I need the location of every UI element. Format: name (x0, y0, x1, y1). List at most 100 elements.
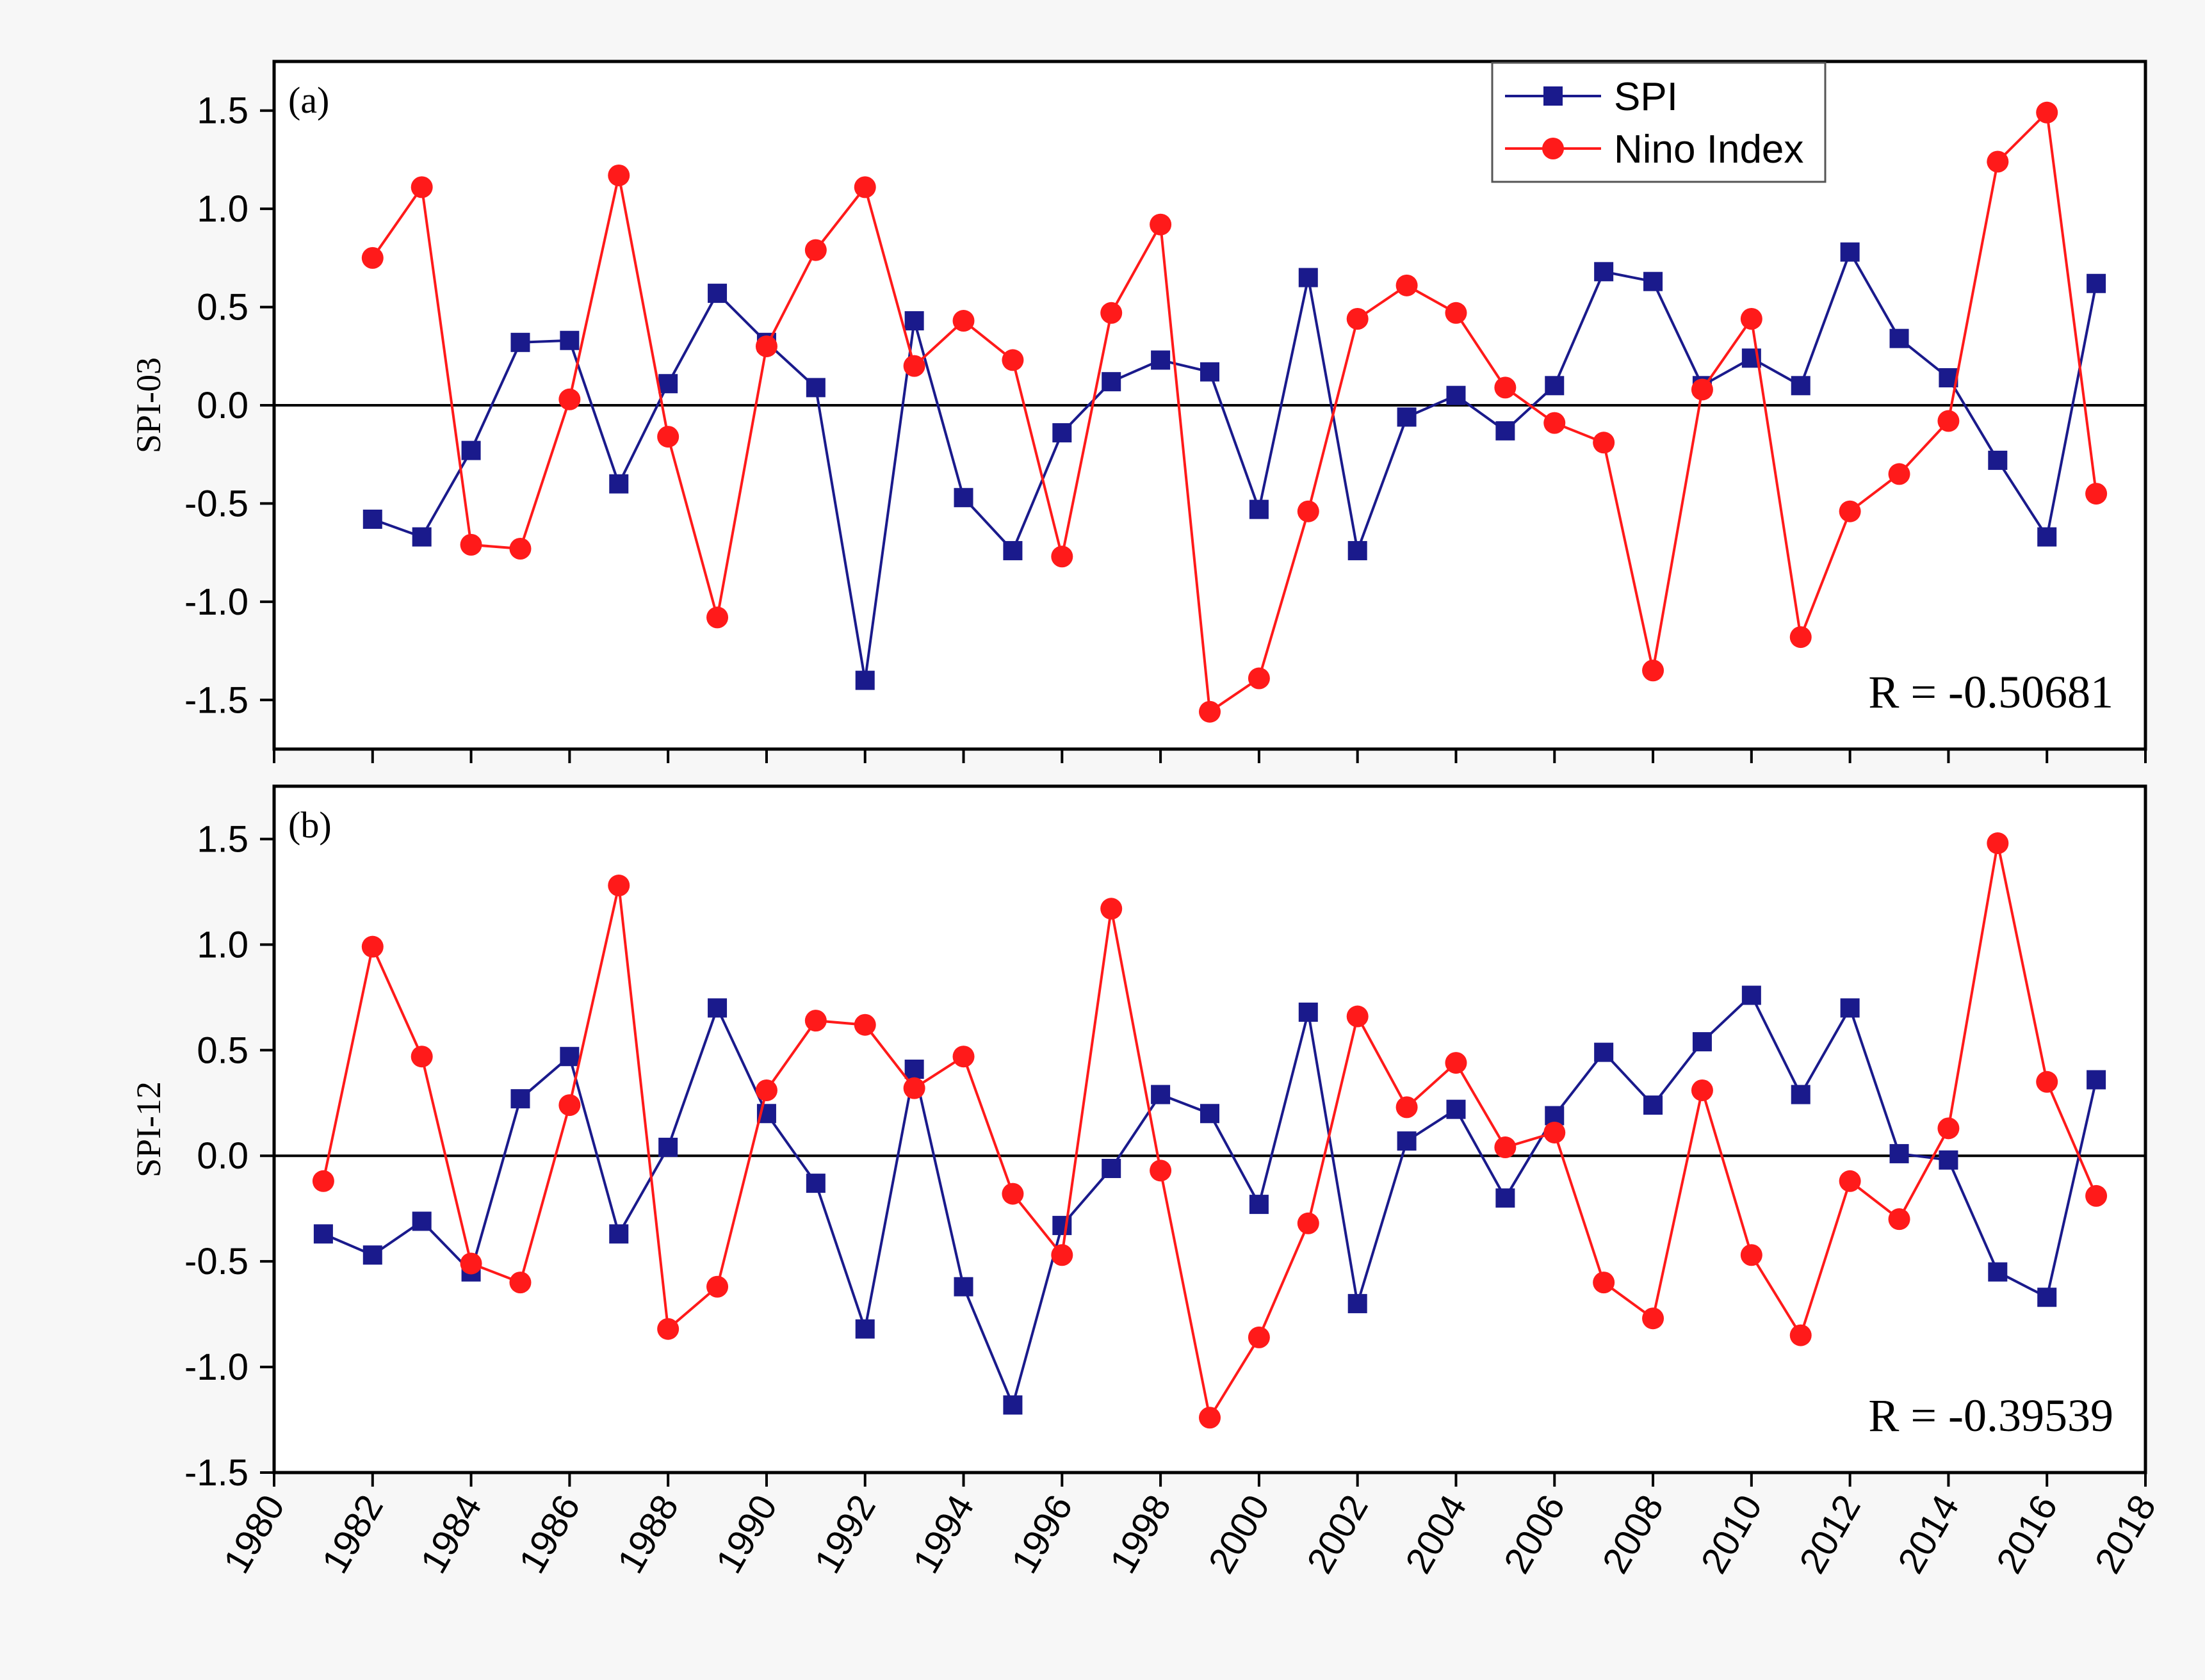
legend-box (1491, 61, 1827, 183)
spi-point (1495, 421, 1515, 440)
spi-point (1397, 407, 1417, 427)
nino-point (706, 606, 729, 629)
nino-point (1150, 1159, 1172, 1182)
spi-point (1446, 385, 1466, 405)
nino-point (1642, 659, 1664, 682)
spi-point (708, 998, 728, 1018)
nino-point (509, 1272, 532, 1294)
nino-point (312, 1170, 334, 1192)
spi-point (1840, 242, 1860, 262)
spi-point (1347, 541, 1367, 561)
nino-point (1839, 500, 1861, 522)
x-tick-label: 2002 (1299, 1488, 1376, 1580)
legend-spi-marker (1543, 86, 1563, 106)
correlation-annotation: R = -0.39539 (1868, 1390, 2113, 1441)
spi-point (1298, 268, 1318, 287)
spi-point (1939, 1150, 1958, 1170)
spi-point (1249, 499, 1269, 519)
nino-point (460, 1252, 482, 1275)
nino-point (1789, 1324, 1812, 1346)
nino-point (361, 935, 384, 958)
nino-point (1789, 626, 1812, 649)
spi-point (412, 1211, 432, 1231)
nino-point (1593, 432, 1615, 454)
x-tick-label: 2008 (1595, 1488, 1672, 1580)
legend-nino-marker (1542, 138, 1564, 159)
correlation-annotation: R = -0.50681 (1868, 666, 2113, 718)
nino-point (2036, 1070, 2058, 1093)
nino-series-line (371, 109, 2098, 715)
y-tick-label: -0.5 (184, 1241, 248, 1282)
panel-label: (a) (288, 79, 329, 121)
x-axis-labels: 1980 1982 1984 1986 1988 1990 1992 1994 1996 1998… (215, 1488, 2164, 1580)
spi-point (609, 1224, 629, 1244)
x-tick-label: 1984 (412, 1488, 490, 1580)
spi-point (2087, 273, 2106, 293)
y-tick-label: 0.5 (197, 287, 248, 328)
nino-point (1445, 1052, 1467, 1074)
nino-point (1297, 500, 1319, 522)
spi-point (1594, 262, 1614, 282)
nino-point (1839, 1170, 1861, 1192)
y-tick-label: -1.5 (184, 679, 248, 721)
nino-point (2036, 101, 2058, 124)
nino-point (657, 426, 679, 448)
nino-point (2085, 483, 2108, 505)
nino-point (1051, 1244, 1073, 1266)
nino-point (558, 1094, 581, 1117)
nino-point (706, 1275, 729, 1298)
nino-point (1888, 463, 1910, 485)
nino-point (1395, 274, 1418, 296)
nino-point (2085, 1184, 2108, 1207)
nino-point (1740, 307, 1762, 330)
y-tick-label: 1.0 (197, 188, 248, 230)
nino-point (1740, 1244, 1762, 1266)
spi-point (904, 1059, 924, 1079)
panel-a: 1.5 1.0 0.5 0.0 -0.5 -1.0 -1.5 SPI-03 (a) R = -0.… (129, 60, 2147, 763)
nino-point (608, 164, 630, 186)
spi-point (1643, 271, 1663, 291)
x-tick-label: 1986 (511, 1488, 589, 1580)
nino-point (1395, 1096, 1418, 1119)
nino-point (558, 388, 581, 410)
legend: SPI Nino Index (1491, 61, 1827, 183)
spi-point (1102, 1159, 1121, 1179)
spi-point (1692, 1032, 1712, 1052)
nino-point (361, 246, 384, 269)
nino-point (1346, 1005, 1369, 1028)
nino-point (1002, 1183, 1024, 1205)
spi-point (2037, 527, 2057, 547)
spi-point (855, 670, 875, 690)
y-tick-label: -1.0 (184, 1346, 248, 1388)
nino-point (1593, 1272, 1615, 1294)
x-tick-label: 2016 (1989, 1488, 2066, 1580)
nino-point (804, 239, 827, 261)
spi-point (412, 527, 432, 547)
spi-point (1791, 1085, 1810, 1104)
nino-point (1987, 832, 2009, 855)
spi-point (510, 332, 530, 352)
nino-point (1051, 545, 1073, 568)
nino-point (1248, 667, 1270, 690)
y-axis-label: SPI-03 (129, 357, 168, 453)
x-tick-label: 2000 (1200, 1488, 1278, 1580)
nino-point (755, 335, 777, 357)
spi-point (1200, 362, 1219, 382)
y-tick-label: -1.5 (184, 1452, 248, 1494)
nino-point (509, 538, 532, 560)
nino-point (903, 355, 925, 377)
x-tick-label: 1982 (314, 1488, 391, 1580)
spi-point (1889, 1143, 1909, 1163)
spi-point (954, 488, 973, 508)
spi-point (1840, 998, 1860, 1018)
spi-point (1003, 1395, 1023, 1415)
x-tick-label: 1994 (905, 1488, 982, 1580)
spi-point (2087, 1070, 2106, 1090)
nino-point (1445, 302, 1467, 324)
nino-point (1346, 307, 1369, 330)
x-tick-label: 2012 (1791, 1488, 1869, 1580)
legend-nino-label: Nino Index (1614, 127, 1803, 172)
nino-point (1199, 700, 1221, 723)
x-tick-label: 2006 (1496, 1488, 1574, 1580)
